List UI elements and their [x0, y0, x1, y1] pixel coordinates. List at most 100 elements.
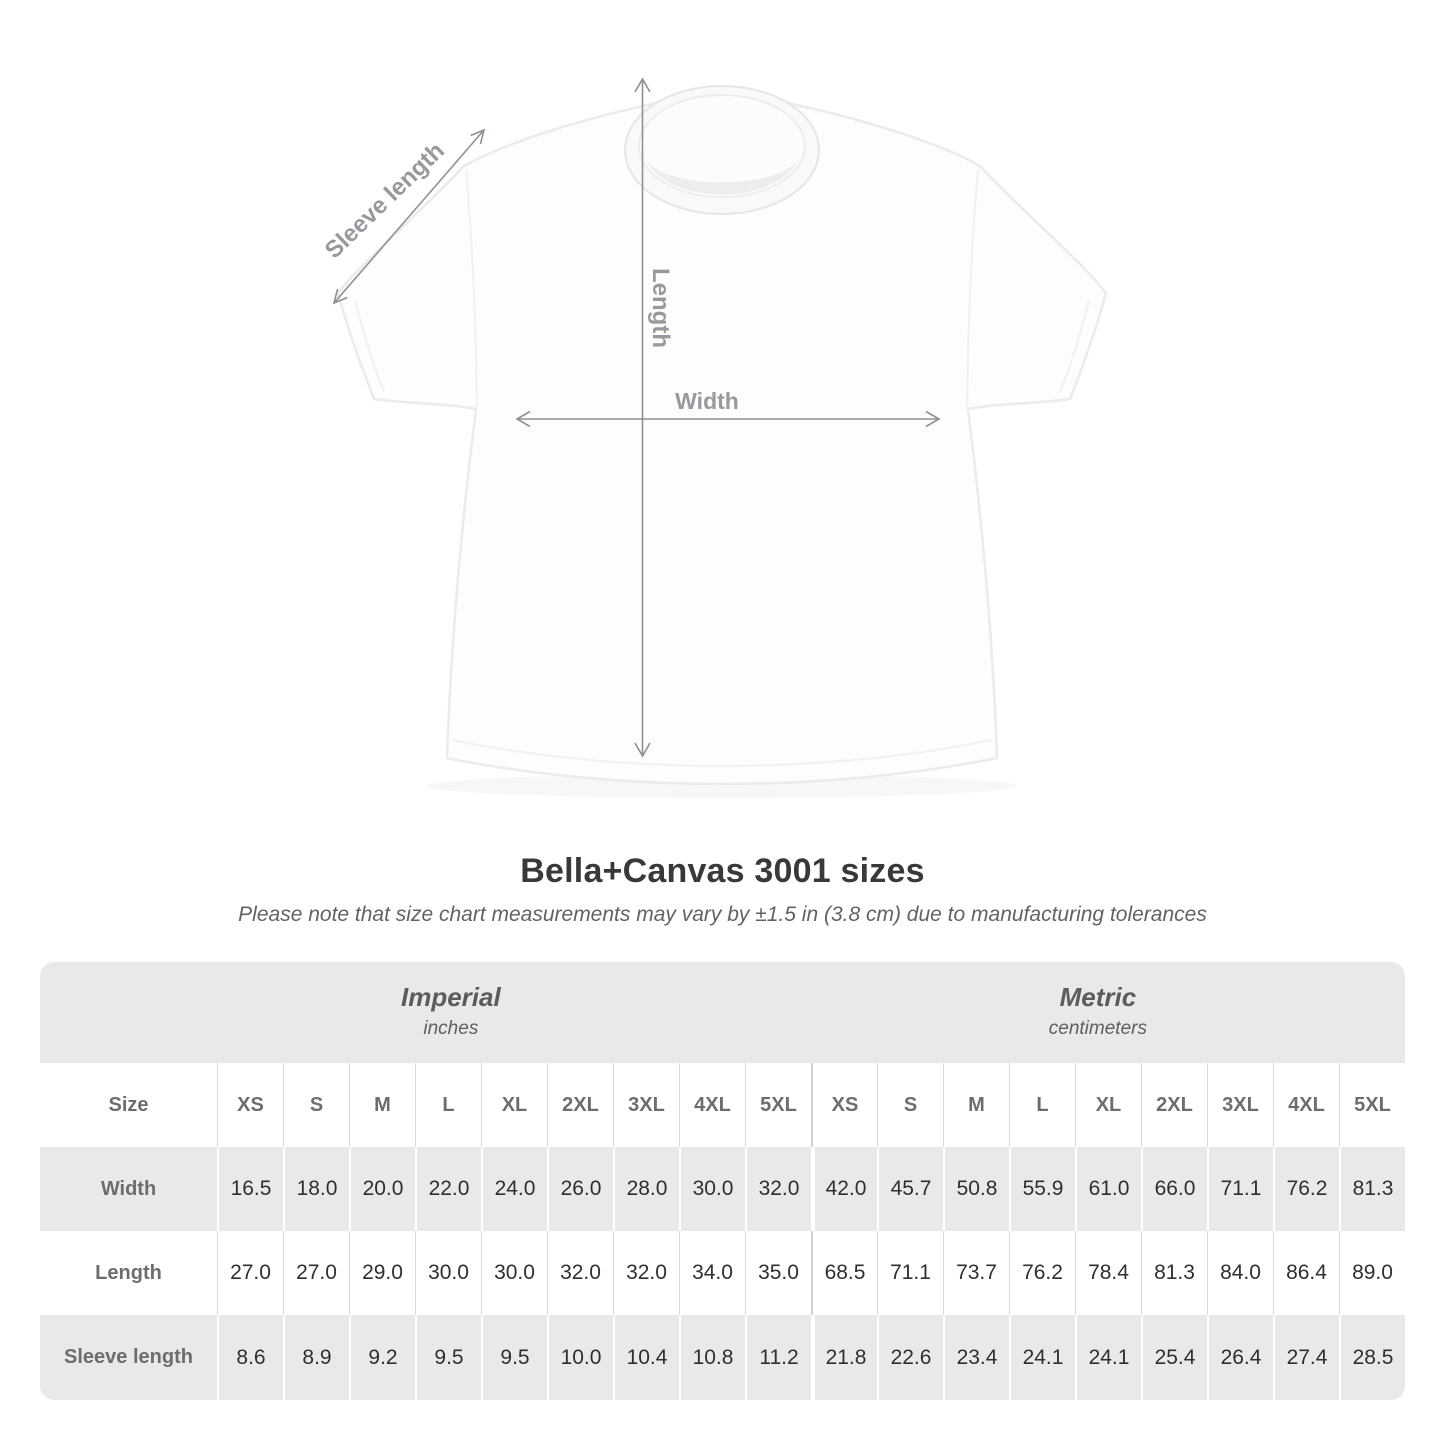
size-header-cell: XL: [1075, 1063, 1141, 1147]
value-cell: 22.0: [415, 1147, 481, 1231]
value-cell: 78.4: [1075, 1231, 1141, 1315]
left-cuff-stitch: [354, 299, 385, 393]
value-cell: 27.4: [1273, 1315, 1339, 1400]
value-cell: 22.6: [877, 1315, 943, 1400]
sleeve-length-arrow: [332, 128, 486, 305]
value-cell: 76.2: [1273, 1147, 1339, 1231]
value-cell: 8.6: [217, 1315, 283, 1400]
table-row: Length 27.0 27.0 29.0 30.0 30.0 32.0 32.0 34.0 35…: [40, 1231, 1405, 1315]
right-sleeve-seam: [966, 169, 979, 408]
size-table: Imperial inches Metric centimeters Size XS S M L…: [40, 962, 1405, 1400]
left-sleeve-seam: [465, 169, 478, 408]
size-header-cell: XS: [217, 1063, 283, 1147]
size-header-cell: 3XL: [613, 1063, 679, 1147]
table-row: Sleeve length 8.6 8.9 9.2 9.5 9.5 10.0 10.4 10.8…: [40, 1315, 1405, 1400]
size-header-cell: 3XL: [1207, 1063, 1273, 1147]
value-cell: 30.0: [415, 1231, 481, 1315]
value-cell: 81.3: [1339, 1147, 1405, 1231]
right-cuff-stitch: [1059, 299, 1090, 393]
value-cell: 26.4: [1207, 1315, 1273, 1400]
size-header-cell: L: [1009, 1063, 1075, 1147]
unit-system-name: Imperial: [401, 982, 501, 1012]
unit-system-unit: centimeters: [1048, 1018, 1147, 1039]
value-cell: 18.0: [283, 1147, 349, 1231]
length-label: Length: [647, 268, 674, 348]
value-cell: 11.2: [745, 1315, 811, 1400]
value-cell: 71.1: [1207, 1147, 1273, 1231]
value-cell: 24.0: [481, 1147, 547, 1231]
tolerance-note: Please note that size chart measurements…: [238, 903, 1207, 926]
value-cell: 10.4: [613, 1315, 679, 1400]
size-column-header: Size: [108, 1093, 149, 1116]
value-cell: 30.0: [679, 1147, 745, 1231]
length-arrow: [634, 77, 651, 758]
unit-system-name: Metric: [1059, 982, 1137, 1012]
value-cell: 66.0: [1141, 1147, 1207, 1231]
size-header-cell: M: [943, 1063, 1009, 1147]
value-cell: 71.1: [877, 1231, 943, 1315]
size-header-cell: 2XL: [547, 1063, 613, 1147]
value-cell: 9.5: [481, 1315, 547, 1400]
value-cell: 29.0: [349, 1231, 415, 1315]
value-cell: 32.0: [613, 1231, 679, 1315]
value-cell: 23.4: [943, 1315, 1009, 1400]
value-cell: 76.2: [1009, 1231, 1075, 1315]
row-label: Sleeve length: [40, 1315, 217, 1400]
width-label: Width: [675, 388, 739, 414]
size-header-cell: S: [877, 1063, 943, 1147]
value-cell: 25.4: [1141, 1315, 1207, 1400]
value-cell: 34.0: [679, 1231, 745, 1315]
value-cell: 28.5: [1339, 1315, 1405, 1400]
row-label: Length: [95, 1261, 162, 1284]
value-cell: 9.2: [349, 1315, 415, 1400]
table-row: Width 16.5 18.0 20.0 22.0 24.0 26.0 28.0 30.0 32.…: [40, 1147, 1405, 1231]
value-cell: 32.0: [547, 1231, 613, 1315]
size-header-cell: L: [415, 1063, 481, 1147]
size-header-cell: 4XL: [679, 1063, 745, 1147]
value-cell: 10.8: [679, 1315, 745, 1400]
size-header-cell: S: [283, 1063, 349, 1147]
row-label: Width: [40, 1147, 217, 1231]
value-cell: 24.1: [1075, 1315, 1141, 1400]
value-cell: 45.7: [877, 1147, 943, 1231]
shirt-shadow: [427, 774, 1017, 798]
size-header-cell: 5XL: [1339, 1063, 1405, 1147]
size-header-cell: 2XL: [1141, 1063, 1207, 1147]
value-cell: 61.0: [1075, 1147, 1141, 1231]
unit-system-header: Metric centimeters: [1049, 980, 1147, 1044]
size-header-cell: XS: [811, 1063, 877, 1147]
value-cell: 9.5: [415, 1315, 481, 1400]
value-cell: 50.8: [943, 1147, 1009, 1231]
value-cell: 21.8: [811, 1315, 877, 1400]
collar-shadow: [646, 160, 798, 195]
value-cell: 20.0: [349, 1147, 415, 1231]
value-cell: 10.0: [547, 1315, 613, 1400]
size-header-cell: M: [349, 1063, 415, 1147]
unit-system-band: Imperial inches Metric centimeters: [40, 962, 1405, 1063]
value-cell: 89.0: [1339, 1231, 1405, 1315]
value-cell: 86.4: [1273, 1231, 1339, 1315]
value-cell: 16.5: [217, 1147, 283, 1231]
value-cell: 24.1: [1009, 1315, 1075, 1400]
size-header-cell: 5XL: [745, 1063, 811, 1147]
value-cell: 55.9: [1009, 1147, 1075, 1231]
size-header-cell: XL: [481, 1063, 547, 1147]
size-header-cell: 4XL: [1273, 1063, 1339, 1147]
tshirt-diagram: Sleeve length Length Width: [319, 77, 1108, 798]
page-title: Bella+Canvas 3001 sizes: [520, 852, 925, 890]
value-cell: 81.3: [1141, 1231, 1207, 1315]
value-cell: 30.0: [481, 1231, 547, 1315]
value-cell: 32.0: [745, 1147, 811, 1231]
value-cell: 27.0: [283, 1231, 349, 1315]
width-arrow: [515, 410, 941, 428]
unit-system-header: Imperial inches: [401, 980, 501, 1044]
collar-inner: [638, 94, 806, 198]
value-cell: 26.0: [547, 1147, 613, 1231]
value-cell: 73.7: [943, 1231, 1009, 1315]
value-cell: 42.0: [811, 1147, 877, 1231]
tshirt-silhouette: [336, 92, 1108, 786]
size-header-row: Size XS S M L XL 2XL 3XL 4XL 5XL XS S M L XL 2XL 3XL 4XL 5…: [40, 1063, 1405, 1147]
hem-stitch: [451, 739, 993, 768]
value-cell: 35.0: [745, 1231, 811, 1315]
